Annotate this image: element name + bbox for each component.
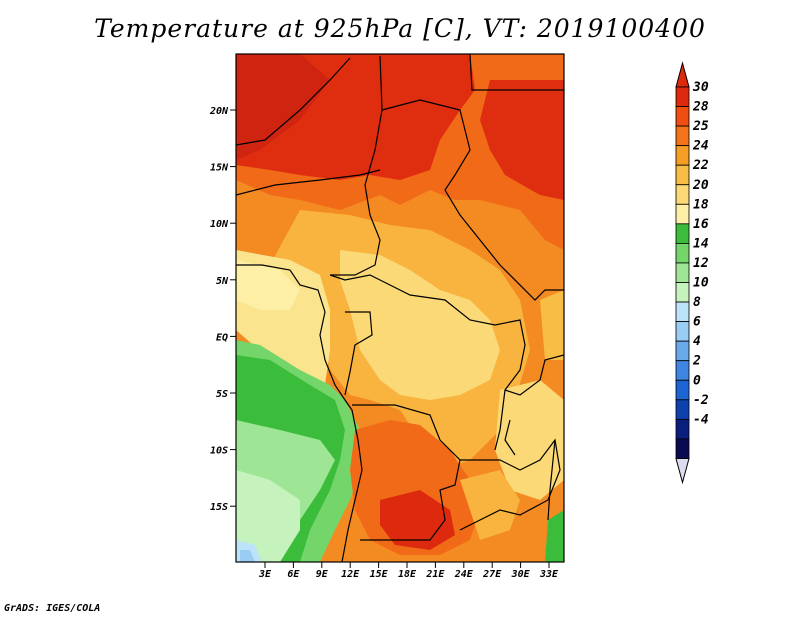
lat-tick-label: 5N (216, 276, 229, 287)
temperature-field (236, 54, 564, 562)
colorbar-label: 8 (693, 295, 701, 310)
colorbar-swatch (675, 164, 690, 186)
colorbar-label: 22 (692, 158, 709, 173)
colorbar-swatch (675, 418, 690, 440)
colorbar-swatch (675, 262, 690, 283)
colorbar-label: 4 (693, 334, 701, 349)
colorbar-label: 12 (693, 256, 709, 271)
map-frame (235, 53, 565, 563)
lon-tick-label: 18E (398, 569, 417, 580)
lat-tick-label: 15N (210, 163, 229, 174)
country-borders (236, 54, 564, 562)
colorbar-swatch (675, 106, 690, 127)
latitude-axis: 20N 15N 10N 5N EQ 5S 10S 15S (209, 106, 236, 513)
colorbar-label: 6 (693, 315, 701, 330)
colorbar-label: 0 (693, 373, 701, 388)
lon-tick-label: 27E (482, 569, 502, 580)
map-title: Temperature at 925hPa [C], VT: 201910040… (94, 14, 706, 43)
longitude-axis: 3E 6E 9E 12E 15E 18E 21E 24E 27E 30E 33E (258, 562, 559, 580)
lon-tick-label: 6E (287, 569, 300, 580)
colorbar-swatch (675, 301, 690, 322)
colorbar-swatch (675, 282, 690, 303)
lat-tick-label: 15S (210, 502, 228, 513)
colorbar-label: -2 (693, 393, 709, 408)
lon-tick-label: 12E (341, 569, 360, 580)
colorbar-swatch (675, 379, 690, 401)
colorbar-label: 28 (692, 100, 709, 115)
lat-tick-label: EQ (216, 332, 228, 343)
lon-tick-label: 24E (454, 569, 474, 580)
colorbar-swatch (675, 438, 690, 459)
colorbar-swatch (675, 321, 690, 342)
colorbar-label: 30 (692, 80, 709, 95)
lon-tick-label: 15E (370, 569, 389, 580)
colorbar-swatch (675, 145, 690, 166)
lon-tick-label: 3E (258, 569, 272, 580)
colorbar-label: 25 (692, 119, 709, 134)
lat-tick-label: 20N (209, 106, 229, 117)
colorbar-label: 16 (693, 217, 709, 232)
grads-credit: GrADS: IGES/COLA (4, 603, 101, 614)
colorbar-swatch (675, 242, 690, 264)
colorbar-label: -4 (693, 412, 709, 427)
colorbar-swatch (675, 125, 690, 147)
colorbar-swatch (675, 203, 690, 225)
colorbar-label: 24 (692, 139, 709, 154)
colorbar-label: 10 (693, 276, 709, 291)
colorbar-bottom-arrow (675, 457, 690, 485)
lat-tick-label: 5S (216, 389, 228, 400)
colorbar-label: 14 (693, 236, 709, 251)
lon-tick-label: 30E (511, 569, 531, 580)
colorbar-label: 20 (692, 178, 709, 193)
lat-tick-label: 10N (210, 219, 229, 230)
lat-tick-label: 10S (210, 446, 228, 457)
colorbar-label: 2 (692, 354, 701, 369)
colorbar-swatch (675, 340, 690, 362)
colorbar-top-arrow (675, 61, 690, 88)
lon-tick-label: 33E (539, 569, 559, 580)
colorbar-swatch (675, 184, 690, 205)
colorbar-swatch (675, 399, 690, 420)
colorbar-swatch (675, 86, 690, 107)
lon-tick-label: 21E (425, 569, 445, 580)
colorbar-label: 18 (693, 197, 709, 212)
lon-tick-label: 9E (316, 569, 329, 580)
colorbar-swatch (675, 360, 690, 381)
colorbar-swatch (675, 223, 690, 244)
